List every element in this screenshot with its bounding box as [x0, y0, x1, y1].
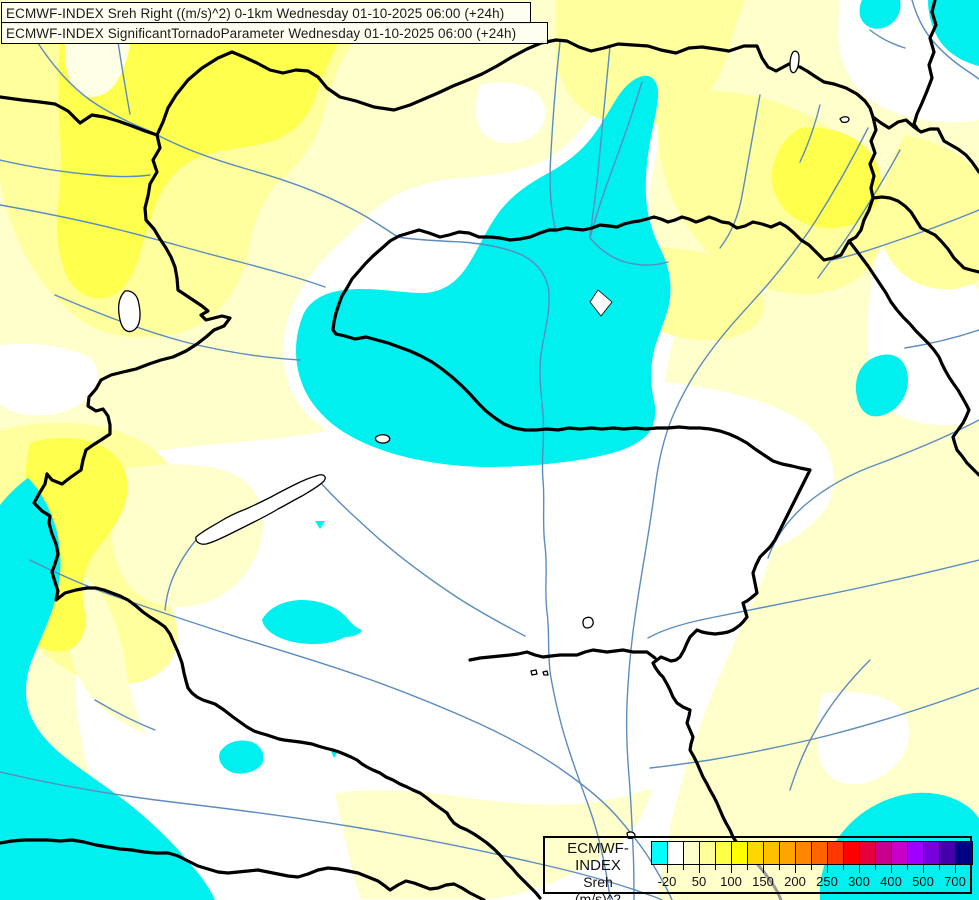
colorbar-segment-10	[812, 842, 828, 864]
colorbar-tick-label: 400	[880, 874, 902, 889]
shading-pale-core	[64, 42, 130, 97]
reservoir-north	[789, 50, 800, 74]
legend-box: ECMWF-INDEX Sreh (m/s)^2 -20 50 100 150 200 2…	[543, 836, 973, 900]
colorbar-tick	[939, 865, 940, 870]
colorbar-tick	[955, 865, 956, 873]
lake-tisza	[582, 616, 594, 629]
title-box-line2: ECMWF-INDEX SignificantTornadoParameter …	[1, 22, 548, 44]
reservoir-small	[839, 116, 850, 124]
colorbar-tick-label: 50	[691, 874, 707, 889]
lake-outlines	[118, 50, 850, 840]
colorbar-segment-3	[700, 842, 716, 864]
colorbar-tick	[827, 865, 828, 873]
pond-b	[542, 670, 549, 676]
cyan-hole-island	[589, 289, 613, 317]
legend-label: ECMWF-INDEX Sreh (m/s)^2	[547, 840, 649, 900]
colorbar-segment-14	[876, 842, 892, 864]
colorbar-segment-18	[940, 842, 956, 864]
colorbar-segment-8	[780, 842, 796, 864]
colorbar-tick-label: 700	[944, 874, 966, 889]
colorbar-tick	[683, 865, 684, 870]
colorbar-tick	[763, 865, 764, 873]
colorbar-segment-19	[956, 842, 972, 864]
colorbar-tick	[843, 865, 844, 870]
legend-parameter-label: Sreh	[583, 874, 613, 890]
colorbar-segment-9	[796, 842, 812, 864]
colorbar-segment-5	[732, 842, 748, 864]
colorbar-segment-12	[844, 842, 860, 864]
colorbar-segment-16	[908, 842, 924, 864]
colorbar: -20 50 100 150 200 250 300 400 500 700	[651, 841, 973, 889]
lake-balaton	[195, 474, 326, 545]
pond-a	[530, 669, 538, 676]
colorbar-tick	[811, 865, 812, 870]
colorbar-tick	[923, 865, 924, 873]
colorbar-tick-label: 250	[816, 874, 838, 889]
colorbar-segment-17	[924, 842, 940, 864]
colorbar-segment-11	[828, 842, 844, 864]
colorbar-segment-15	[892, 842, 908, 864]
title-line2: ECMWF-INDEX SignificantTornadoParameter …	[6, 25, 517, 41]
lake-velence	[374, 434, 391, 444]
colorbar-segments	[651, 841, 973, 865]
colorbar-segment-7	[764, 842, 780, 864]
colorbar-tick	[795, 865, 796, 873]
colorbar-segment-6	[748, 842, 764, 864]
title-box-line1: ECMWF-INDEX Sreh Right ((m/s)^2) 0-1km W…	[1, 2, 531, 24]
colorbar-tick	[667, 865, 668, 873]
colorbar-segment-13	[860, 842, 876, 864]
colorbar-tick	[699, 865, 700, 873]
title-line1: ECMWF-INDEX Sreh Right ((m/s)^2) 0-1km W…	[6, 5, 505, 21]
colorbar-tick-label: 500	[912, 874, 934, 889]
colorbar-tick-label: 300	[848, 874, 870, 889]
colorbar-segment-1	[668, 842, 684, 864]
colorbar-segment-2	[684, 842, 700, 864]
colorbar-tick	[731, 865, 732, 873]
colorbar-tick-label: 100	[720, 874, 742, 889]
colorbar-tick-label: 150	[752, 874, 774, 889]
legend-product-label: ECMWF-INDEX	[567, 840, 629, 874]
colorbar-segment-0	[652, 842, 668, 864]
colorbar-tick	[907, 865, 908, 870]
colorbar-tick	[779, 865, 780, 870]
colorbar-tick	[859, 865, 860, 873]
colorbar-segment-4	[716, 842, 732, 864]
colorbar-tick	[875, 865, 876, 870]
lake-neusiedl	[118, 290, 141, 333]
colorbar-tick	[747, 865, 748, 870]
legend-units-label: (m/s)^2	[574, 891, 622, 900]
colorbar-tick-label: -20	[657, 874, 677, 889]
colorbar-tick	[891, 865, 892, 873]
colorbar-tick	[715, 865, 716, 870]
colorbar-tick-label: 200	[784, 874, 806, 889]
